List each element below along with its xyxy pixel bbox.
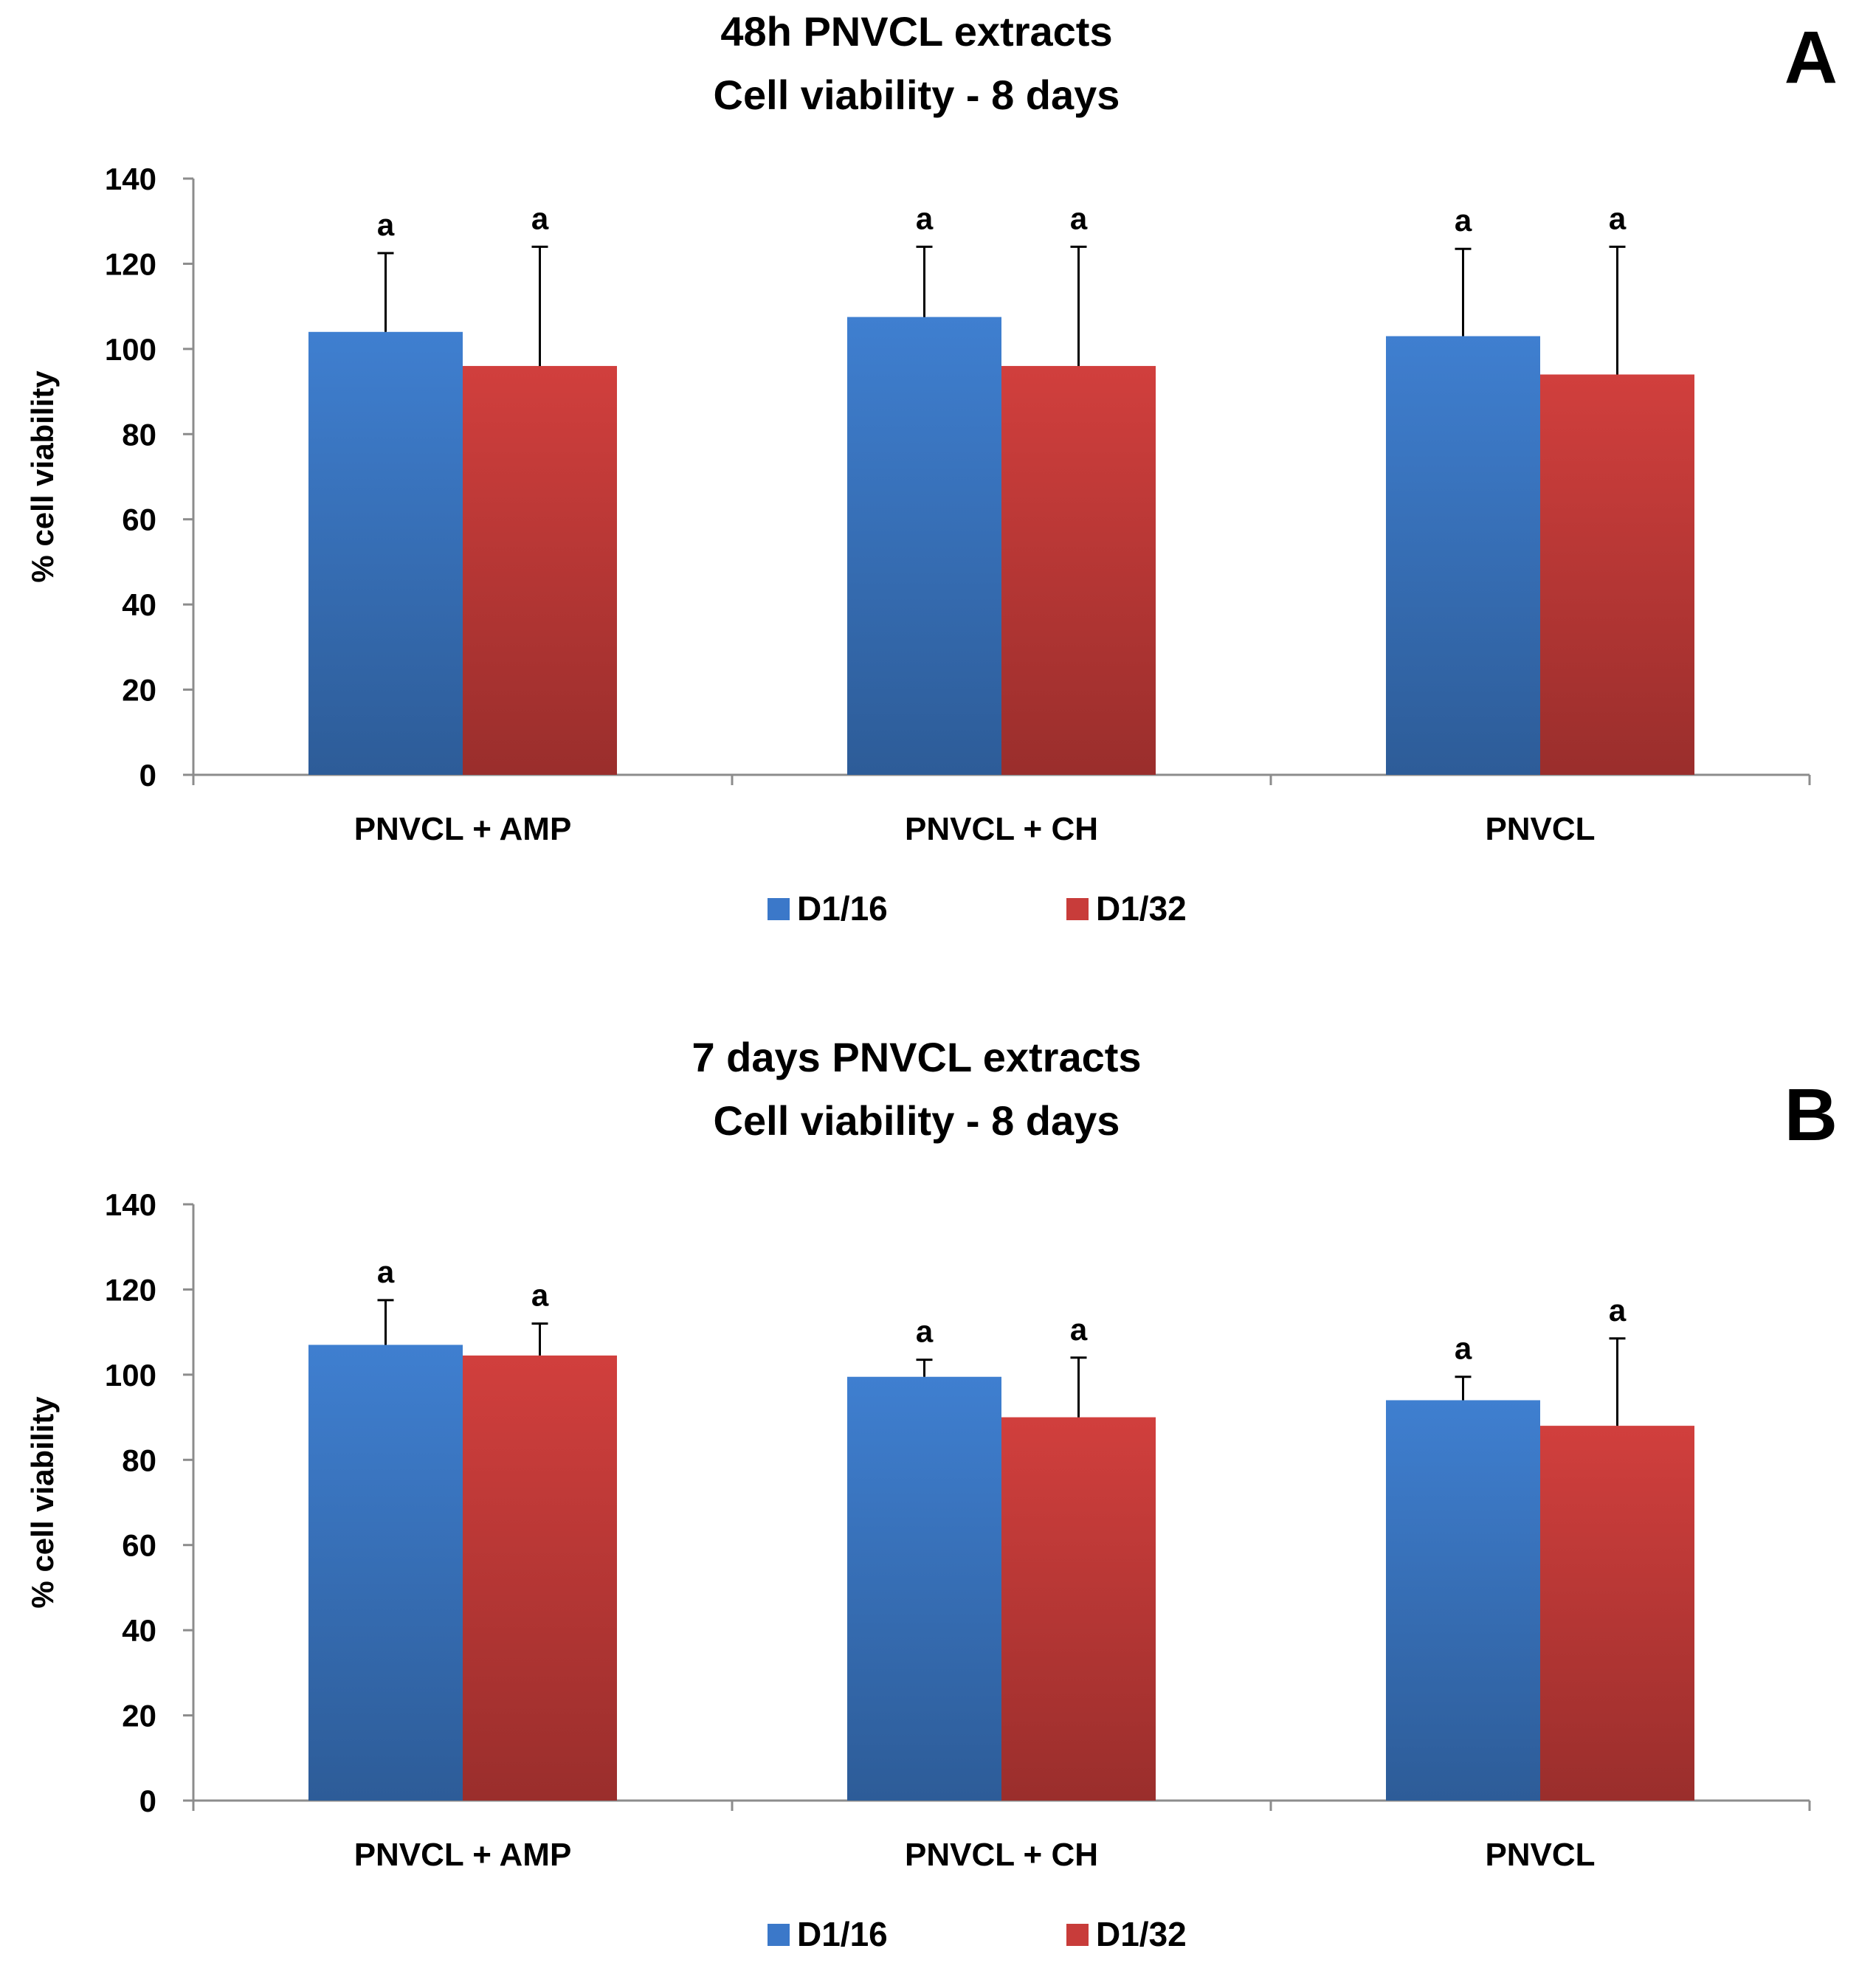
category-label: PNVCL + AMP	[354, 811, 572, 847]
y-tick-label: 20	[122, 1699, 156, 1733]
y-tick-label: 40	[122, 587, 156, 622]
chart-title-line: 7 days PNVCL extracts	[691, 1034, 1141, 1080]
bar-d1-32	[463, 1355, 617, 1801]
y-tick-label: 60	[122, 1528, 156, 1563]
significance-label: a	[916, 1314, 934, 1349]
significance-label: a	[1609, 201, 1627, 235]
bar-d1-16	[308, 1345, 463, 1801]
significance-label: a	[1070, 1312, 1088, 1347]
chart-title-line: Cell viability - 8 days	[714, 72, 1120, 118]
legend-swatch	[1066, 898, 1089, 920]
y-tick-label: 20	[122, 673, 156, 708]
chart-panel-b: 7 days PNVCL extracts Cell viability - 8 …	[25, 1034, 1838, 1953]
y-tick-label: 0	[139, 758, 156, 793]
legend-label: D1/32	[1096, 1915, 1187, 1953]
bar-d1-16	[847, 317, 1001, 776]
significance-label: a	[1070, 201, 1088, 235]
legend-swatch	[1066, 1924, 1089, 1946]
significance-label: a	[1455, 1331, 1472, 1366]
y-tick-label: 140	[105, 1187, 156, 1222]
bar-d1-16	[1386, 1400, 1540, 1801]
significance-label: a	[916, 201, 934, 235]
bar-d1-32	[1540, 374, 1694, 775]
category-label: PNVCL	[1485, 811, 1595, 847]
bar-d1-16	[308, 331, 463, 775]
significance-label: a	[531, 201, 549, 235]
y-axis-label: % cell viability	[25, 1396, 60, 1609]
y-tick-label: 140	[105, 162, 156, 196]
y-tick-label: 60	[122, 503, 156, 537]
significance-label: a	[377, 1254, 395, 1289]
category-label: PNVCL	[1485, 1837, 1595, 1873]
bar-d1-32	[463, 365, 617, 775]
category-label: PNVCL + CH	[905, 811, 1098, 847]
bar-d1-16	[847, 1376, 1001, 1801]
bar-d1-32	[1540, 1426, 1694, 1801]
y-tick-label: 120	[105, 1272, 156, 1307]
bar-d1-32	[1001, 365, 1156, 775]
chart-title-line: Cell viability - 8 days	[714, 1097, 1120, 1144]
chart-title-line: 48h PNVCL extracts	[720, 8, 1112, 55]
panel-label: B	[1784, 1074, 1838, 1156]
legend-swatch	[768, 1924, 790, 1946]
y-axis-label: % cell viability	[25, 370, 60, 583]
y-tick-label: 80	[122, 417, 156, 452]
significance-label: a	[1455, 203, 1472, 238]
significance-label: a	[1609, 1293, 1627, 1328]
legend-swatch	[768, 898, 790, 920]
significance-label: a	[377, 207, 395, 242]
category-label: PNVCL + AMP	[354, 1837, 572, 1873]
panel-label: A	[1784, 16, 1838, 99]
y-tick-label: 0	[139, 1784, 156, 1818]
y-tick-label: 100	[105, 1358, 156, 1392]
y-tick-label: 80	[122, 1443, 156, 1477]
chart-panel-a: 48h PNVCL extracts Cell viability - 8 day…	[25, 8, 1838, 928]
legend-label: D1/16	[797, 889, 888, 928]
legend-label: D1/16	[797, 1915, 888, 1953]
y-tick-label: 100	[105, 332, 156, 367]
y-tick-label: 120	[105, 246, 156, 281]
category-label: PNVCL + CH	[905, 1837, 1098, 1873]
y-tick-label: 40	[122, 1613, 156, 1648]
bar-d1-16	[1386, 336, 1540, 775]
bar-d1-32	[1001, 1417, 1156, 1801]
significance-label: a	[531, 1278, 549, 1313]
legend-label: D1/32	[1096, 889, 1187, 928]
